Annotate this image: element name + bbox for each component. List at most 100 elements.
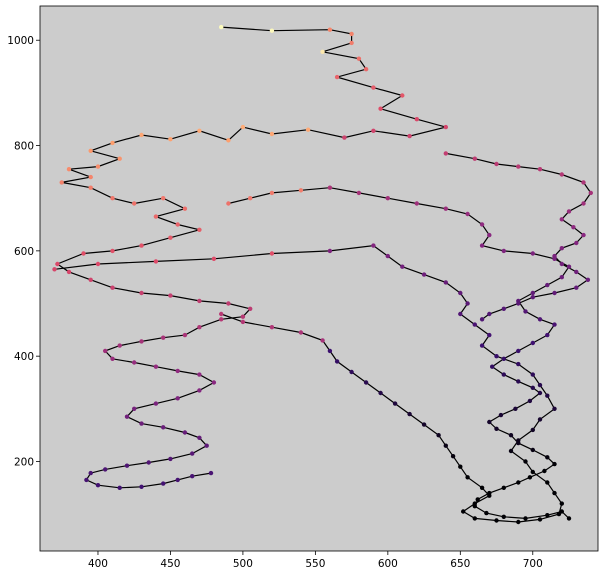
data-point [95,261,101,267]
data-point [581,201,586,206]
data-point [545,282,550,288]
data-point [530,447,535,453]
data-point [327,27,333,32]
data-point [530,251,535,256]
data-point [371,128,376,133]
data-point [537,417,543,422]
y-tick-label: 400 [14,351,34,363]
data-point [124,463,130,468]
x-tick-label: 650 [450,558,470,570]
data-point [66,269,72,275]
data-point [66,167,72,172]
data-point [574,240,579,246]
data-point [516,348,521,354]
data-point [110,356,115,361]
data-point [334,359,340,364]
data-point [211,380,217,385]
data-point [182,206,188,211]
data-point [88,470,93,476]
data-point [132,360,137,365]
data-point [132,406,137,411]
data-point [103,348,108,354]
data-point [161,335,166,340]
data-point [88,148,93,153]
plot-area [40,6,598,551]
data-point [490,364,495,369]
data-point [487,232,492,238]
data-point [545,455,550,460]
data-point [494,161,499,167]
y-tick-label: 800 [14,141,34,153]
data-point [443,206,448,211]
data-point [219,24,224,30]
data-point [501,306,506,311]
x-tick-label: 550 [305,558,325,570]
data-point [161,481,166,486]
data-point [175,396,180,401]
data-point [443,443,448,448]
x-tick-label: 600 [378,558,398,570]
data-point [523,309,528,314]
data-point [523,516,528,521]
data-point [516,440,521,446]
data-point [494,518,499,523]
data-point [153,364,159,369]
data-point [487,419,492,425]
data-point [349,31,354,37]
data-point [103,467,108,472]
data-point [559,172,564,177]
data-point [161,196,166,201]
data-point [139,421,144,426]
data-point [513,406,518,411]
data-point [479,243,485,248]
data-point [208,470,214,476]
data-point [545,513,550,518]
data-point [168,137,173,142]
data-point [190,474,195,479]
x-tick-label: 500 [233,558,253,570]
data-point [153,259,159,264]
data-point [226,301,231,306]
data-point [226,201,231,206]
data-point [537,167,543,172]
data-point [81,251,86,256]
data-point [458,464,463,469]
data-point [458,290,463,296]
data-point [269,190,275,196]
data-point [530,290,535,296]
data-point [204,443,209,448]
data-point [537,317,543,322]
data-point [487,311,492,317]
data-point [378,106,383,111]
data-point [168,293,173,298]
series-line [445,152,592,320]
data-point [371,243,376,248]
data-point [88,185,93,190]
data-point [392,401,398,406]
data-point [269,251,275,256]
data-point [581,180,586,185]
data-point [356,190,362,196]
data-point [407,133,412,139]
data-point [363,67,369,72]
data-point [472,322,477,327]
data-point [566,516,572,521]
data-point [240,319,246,325]
data-point [566,209,572,214]
data-point [494,426,499,431]
data-point [465,211,470,217]
data-point [407,411,412,417]
data-point [581,232,586,238]
y-tick-label: 200 [14,456,34,468]
data-point [320,49,325,54]
data-point [385,196,390,201]
data-point [182,332,188,338]
data-point [248,196,253,201]
y-tick-label: 600 [14,246,34,258]
data-point [269,131,275,137]
x-tick-label: 700 [523,558,543,570]
data-point [168,235,173,240]
data-point [559,509,564,514]
data-point [443,124,448,130]
data-point [472,516,477,521]
